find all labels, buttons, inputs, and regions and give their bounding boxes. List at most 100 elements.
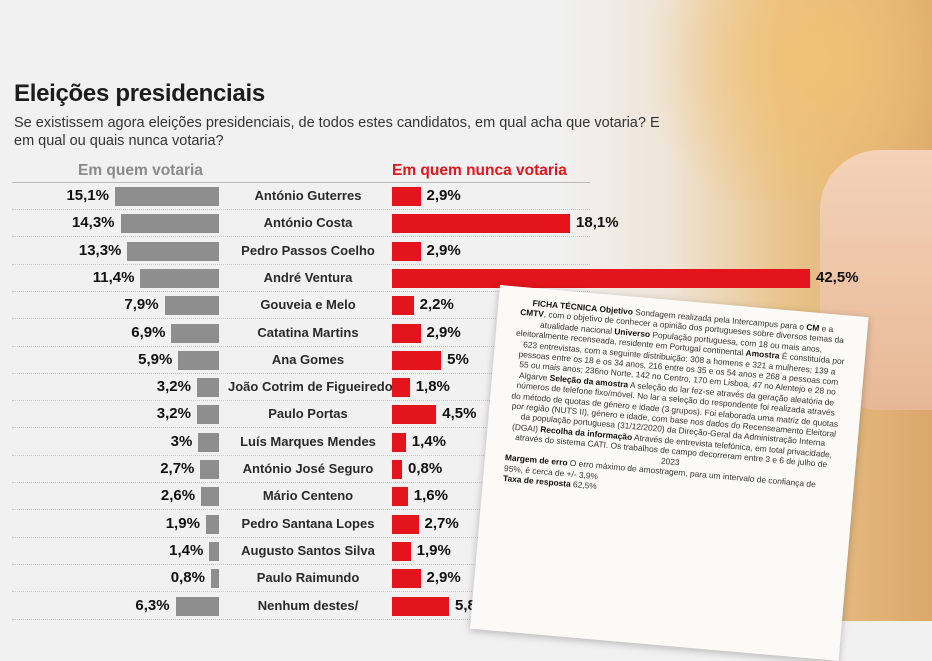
candidate-name: Pedro Passos Coelho [241,242,375,258]
chart-row: 0,8% Paulo Raimundo 2,9% [0,565,932,593]
never-value-label: 2,9% [426,569,461,587]
ficha-objetivo-text-b: e a [821,323,834,335]
never-bar [392,296,414,316]
row-divider [12,345,590,347]
row-divider [12,536,590,538]
never-bar [392,323,421,343]
row-divider [12,563,590,565]
chart-row: 13,3% Pedro Passos Coelho 2,9% [0,238,932,265]
vote-bar [200,460,219,479]
legend-vote: Em quem votaria [78,162,203,179]
vote-bar-area: 2,6% [0,483,219,510]
vote-bar [211,569,219,589]
vote-value-label: 11,4% [92,268,135,286]
candidate-name: Ana Gomes [271,351,345,367]
candidate-name: Gouveia e Melo [260,297,356,313]
vote-bar-area: 2,7% [0,456,219,483]
never-bar [392,514,419,534]
never-bar [392,378,410,398]
chart-row: 1,9% Pedro Santana Lopes 2,7% [0,511,932,538]
legend-never: Em quem nunca votaria [392,162,567,179]
vote-value-label: 0,8% [170,569,205,587]
candidate-name: António Costa [263,215,353,231]
row-divider [12,208,590,210]
vote-bar [115,187,219,206]
never-bar [392,241,421,261]
ficha-cm: CM [805,321,820,333]
vote-bar [209,541,219,561]
chart-row: 14,3% António Costa 18,1% [0,210,932,238]
vote-bar-area: 11,4% [0,265,219,292]
never-value-label: 1,6% [413,487,448,505]
candidate-name: Catatina Martins [257,324,359,340]
vote-value-label: 5,9% [138,350,173,368]
chart-subtitle: Se existissem agora eleições presidencia… [14,115,660,149]
candidate-name: Paulo Raimundo [256,570,360,586]
vote-bar-area: 3,2% [0,401,219,428]
vote-value-label: 13,3% [78,241,122,259]
vote-bar [205,514,219,534]
candidate-name: Pedro Santana Lopes [241,515,375,531]
never-value-label: 1,4% [411,432,446,450]
candidate-name: João Cotrim de Figueiredo [228,379,393,395]
row-divider [12,372,590,374]
candidate-name: Mário Centeno [262,488,354,504]
ficha-cmtv: CMTV [519,307,545,320]
row-divider [12,481,590,483]
vote-value-label: 6,3% [135,596,170,614]
header-divider [12,182,590,183]
never-value-label: 2,7% [424,514,459,532]
never-bar [392,460,402,479]
never-bar [392,350,442,370]
never-bar [392,268,810,288]
vote-bar-area: 3,2% [0,374,219,401]
chart-row: 3,2% João Cotrim de Figueiredo 1,8% [0,374,932,402]
never-value-label: 1,8% [415,378,450,396]
chart-title: Eleições presidenciais [14,80,265,107]
ficha-taxa-text: 62,5% [572,479,598,492]
technical-sheet: FICHA TÉCNICA Objetivo Sondagem realizad… [469,285,869,661]
never-value-label: 1,9% [416,541,451,559]
never-value-label: 42,5% [816,268,859,286]
vote-bar [164,296,219,316]
candidate-name: André Ventura [263,269,353,285]
chart-row: 7,9% Gouveia e Melo 2,2% [0,292,932,320]
vote-bar [198,432,219,452]
vote-bar-area: 7,9% [0,292,219,319]
vote-bar-area: 13,3% [0,238,219,265]
vote-value-label: 1,9% [165,514,200,532]
vote-bar-area: 1,4% [0,538,219,565]
candidate-name: Paulo Portas [268,406,348,422]
vote-value-label: 3,2% [156,405,191,423]
never-bar [392,487,408,507]
chart-row: 3% Luís Marques Mendes 1,4% [0,429,932,456]
candidate-name: António Guterres [254,188,362,203]
vote-value-label: 3% [170,432,193,450]
vote-bar [120,214,219,234]
chart-row: 2,6% Mário Centeno 1,6% [0,483,932,511]
vote-bar [196,378,219,398]
never-value-label: 2,9% [426,187,461,204]
vote-bar [196,405,219,425]
vote-bar-area: 14,3% [0,210,219,237]
vote-bar [171,323,219,343]
never-bar [392,187,421,206]
row-divider [12,399,590,402]
candidate-name: Augusto Santos Silva [241,542,375,558]
never-value-label: 5% [447,350,469,368]
chart-row: 15,1% António Guterres 2,9% [0,183,932,210]
never-value-label: 4,5% [442,405,477,423]
never-value-label: 2,9% [426,241,461,259]
vote-bar [175,596,219,616]
never-bar [392,541,411,561]
candidate-name: António José Seguro [242,461,374,476]
chart-row: 1,4% Augusto Santos Silva 1,9% [0,538,932,565]
row-divider [12,317,590,320]
never-value-label: 2,2% [419,296,454,314]
vote-bar [178,350,219,370]
chart-row: 6,9% Catatina Martins 2,9% [0,320,932,347]
vote-bar-area: 15,1% [0,183,219,210]
row-divider [12,290,590,292]
vote-value-label: 7,9% [124,296,159,314]
vote-bar-area: 6,3% [0,593,219,620]
